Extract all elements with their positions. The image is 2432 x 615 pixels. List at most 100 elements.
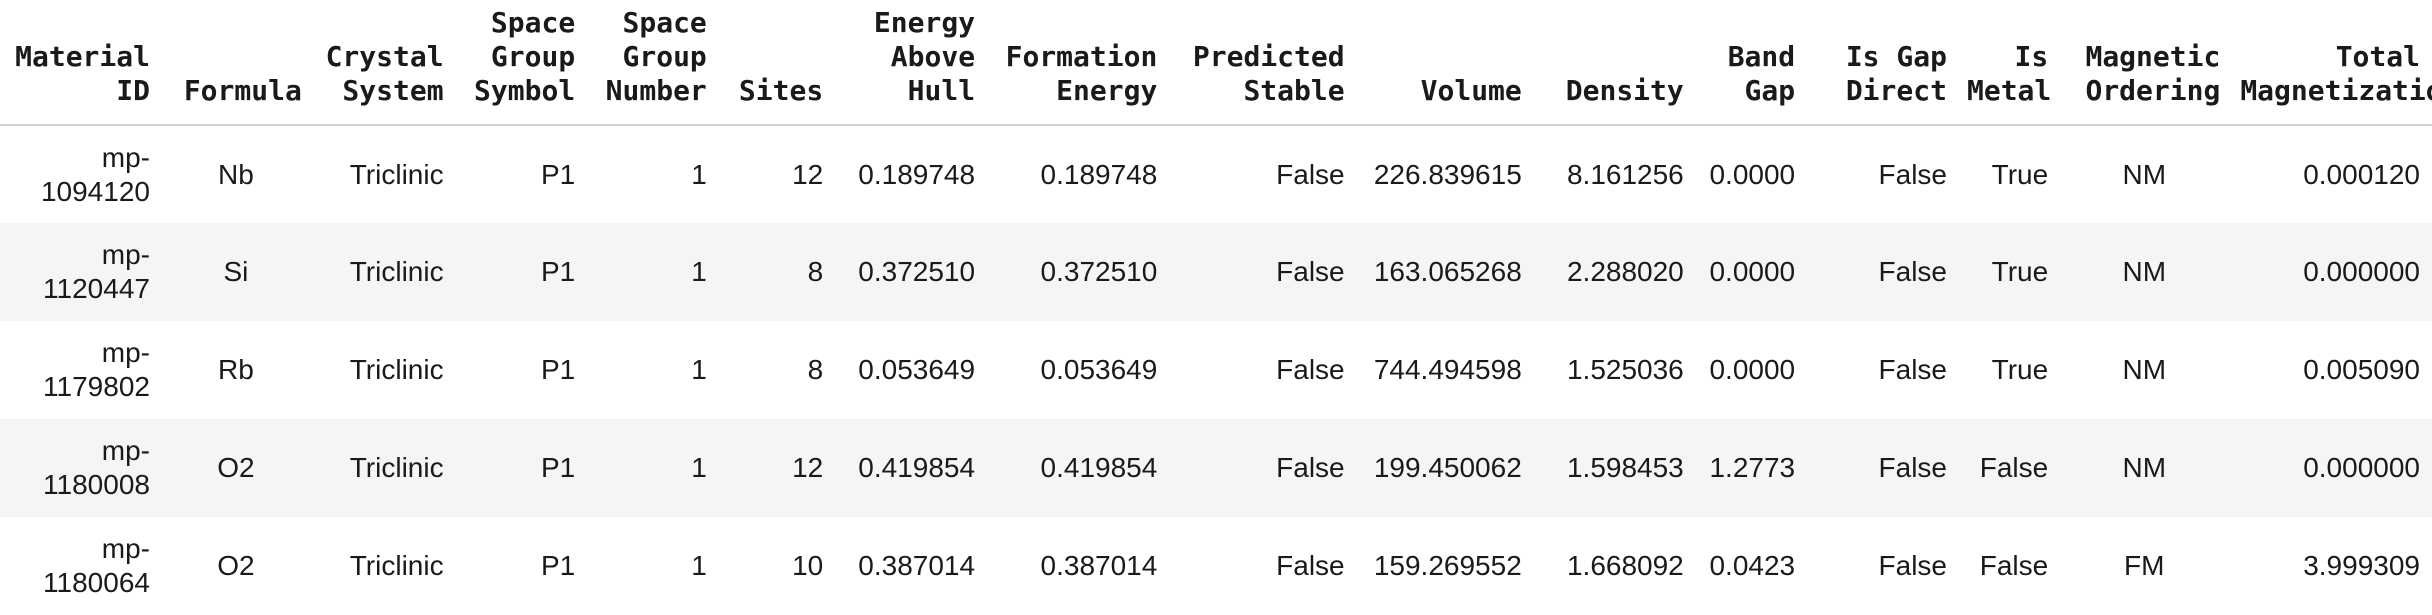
is-metal-cell: True xyxy=(1991,354,2049,385)
is-gap-direct-cell: False xyxy=(1878,158,1947,190)
formula-cell: O2 xyxy=(217,452,255,483)
material-id-cell: mp- 1179802 xyxy=(0,321,162,419)
space-group-symbol-cell: P1 xyxy=(540,256,576,287)
material-id-cell: mp- 1120447 xyxy=(0,223,162,321)
space-group-number-cell: 1 xyxy=(691,256,707,287)
is-gap-direct-cell: False xyxy=(1878,354,1947,385)
space-group-symbol-cell: P1 xyxy=(540,550,576,581)
space-group-number-cell: 1 xyxy=(691,452,707,483)
column-header-formation-energy: Formation Energy xyxy=(987,0,1170,126)
material-id-number: 1180008 xyxy=(43,469,150,500)
table-row: mp- 1094120 Nb Triclinic P1 1 12 0.189748… xyxy=(0,125,2432,223)
crystal-system-cell: Triclinic xyxy=(349,452,444,483)
material-id-cell: mp- 1094120 xyxy=(0,125,162,223)
column-header-formula: Formula xyxy=(161,0,314,126)
energy-above-hull-cell: 0.053649 xyxy=(858,354,976,385)
material-id-prefix: mp- xyxy=(101,337,150,368)
formula-cell: Nb xyxy=(218,158,254,190)
band-gap-cell: 0.0000 xyxy=(1709,256,1796,287)
is-gap-direct-cell: False xyxy=(1878,550,1947,581)
formation-energy-cell: 0.372510 xyxy=(1040,256,1158,287)
column-header-is-gap-direct: Is Gap Direct xyxy=(1807,0,1959,126)
magnetic-ordering-cell: FM xyxy=(2124,550,2165,581)
column-header-energy-above-hull: Energy Above Hull xyxy=(835,0,988,126)
energy-above-hull-cell: 0.419854 xyxy=(858,452,976,483)
density-cell: 1.525036 xyxy=(1566,354,1684,385)
formula-cell: Rb xyxy=(218,354,254,385)
crystal-system-cell: Triclinic xyxy=(349,354,444,385)
material-id-prefix: mp- xyxy=(101,141,150,173)
crystal-system-cell: Triclinic xyxy=(349,158,444,190)
predicted-stable-cell: False xyxy=(1276,452,1345,483)
energy-above-hull-cell: 0.387014 xyxy=(858,550,976,581)
material-id-number: 1179802 xyxy=(43,371,150,402)
material-id-number: 1120447 xyxy=(43,273,150,304)
is-metal-cell: False xyxy=(1979,550,2049,581)
magnetic-ordering-cell: NM xyxy=(2122,256,2167,287)
material-id-prefix: mp- xyxy=(101,533,150,564)
material-id-prefix: mp- xyxy=(101,239,150,270)
formation-energy-cell: 0.189748 xyxy=(1040,158,1158,190)
column-header-material-id: Material ID xyxy=(0,0,162,126)
column-header-space-group-number: Space Group Number xyxy=(587,0,719,126)
column-header-volume: Volume xyxy=(1356,0,1534,126)
column-header-space-group-symbol: Space Group Symbol xyxy=(455,0,588,126)
density-cell: 1.668092 xyxy=(1566,550,1684,581)
column-header-band-gap: Band Gap xyxy=(1695,0,1808,126)
total-magnetization-cell: 0.000000 xyxy=(2303,452,2420,483)
predicted-stable-cell: False xyxy=(1276,354,1345,385)
space-group-number-cell: 1 xyxy=(691,158,707,190)
magnetic-ordering-cell: NM xyxy=(2122,452,2167,483)
sites-cell: 8 xyxy=(807,354,824,385)
density-cell: 8.161256 xyxy=(1566,158,1684,190)
volume-cell: 163.065268 xyxy=(1373,256,1522,287)
density-cell: 1.598453 xyxy=(1566,452,1684,483)
is-gap-direct-cell: False xyxy=(1878,256,1947,287)
predicted-stable-cell: False xyxy=(1276,550,1345,581)
volume-cell: 159.269552 xyxy=(1373,550,1522,581)
material-id-number: 1180064 xyxy=(43,567,150,598)
band-gap-cell: 0.0423 xyxy=(1709,550,1796,581)
column-header-predicted-stable: Predicted Stable xyxy=(1169,0,1357,126)
band-gap-cell: 1.2773 xyxy=(1709,452,1796,483)
space-group-symbol-cell: P1 xyxy=(540,452,576,483)
space-group-number-cell: 1 xyxy=(691,550,707,581)
is-metal-cell: False xyxy=(1979,452,2049,483)
column-header-magnetic-ordering: Magnetic Ordering xyxy=(2060,0,2233,126)
table-row: mp- 1180008 O2 Triclinic P1 1 12 0.419854… xyxy=(0,419,2432,517)
column-header-total-magnetization: Total Magnetization xyxy=(2232,0,2432,126)
formation-energy-cell: 0.387014 xyxy=(1040,550,1158,581)
crystal-system-cell: Triclinic xyxy=(349,256,444,287)
density-cell: 2.288020 xyxy=(1566,256,1684,287)
table-row: mp- 1180064 O2 Triclinic P1 1 10 0.387014… xyxy=(0,517,2432,615)
material-id-number: 1094120 xyxy=(40,175,150,207)
sites-cell: 12 xyxy=(792,452,824,483)
total-magnetization-cell: 0.000120 xyxy=(2303,158,2420,190)
formula-cell: Si xyxy=(223,256,249,287)
formula-cell: O2 xyxy=(217,550,255,581)
volume-cell: 744.494598 xyxy=(1373,354,1522,385)
energy-above-hull-cell: 0.372510 xyxy=(858,256,976,287)
total-magnetization-cell: 0.000000 xyxy=(2303,256,2420,287)
column-header-sites: Sites xyxy=(718,0,836,126)
total-magnetization-cell: 0.005090 xyxy=(2303,354,2420,385)
material-id-cell: mp- 1180008 xyxy=(0,419,162,517)
band-gap-cell: 0.0000 xyxy=(1709,354,1796,385)
total-magnetization-cell: 3.999309 xyxy=(2303,550,2420,581)
column-header-crystal-system: Crystal System xyxy=(313,0,456,126)
crystal-system-cell: Triclinic xyxy=(349,550,444,581)
predicted-stable-cell: False xyxy=(1276,158,1345,190)
formation-energy-cell: 0.053649 xyxy=(1040,354,1158,385)
table-header: Material ID Formula Crystal System Space… xyxy=(0,0,2432,126)
material-id-prefix: mp- xyxy=(101,435,150,466)
magnetic-ordering-cell: NM xyxy=(2122,158,2167,190)
column-header-is-metal: Is Metal xyxy=(1958,0,2061,126)
is-metal-cell: True xyxy=(1991,256,2049,287)
energy-above-hull-cell: 0.189748 xyxy=(858,158,976,190)
table-row: mp- 1179802 Rb Triclinic P1 1 8 0.053649 … xyxy=(0,321,2432,419)
space-group-number-cell: 1 xyxy=(691,354,707,385)
magnetic-ordering-cell: NM xyxy=(2122,354,2167,385)
volume-cell: 226.839615 xyxy=(1373,158,1522,190)
space-group-symbol-cell: P1 xyxy=(540,354,576,385)
